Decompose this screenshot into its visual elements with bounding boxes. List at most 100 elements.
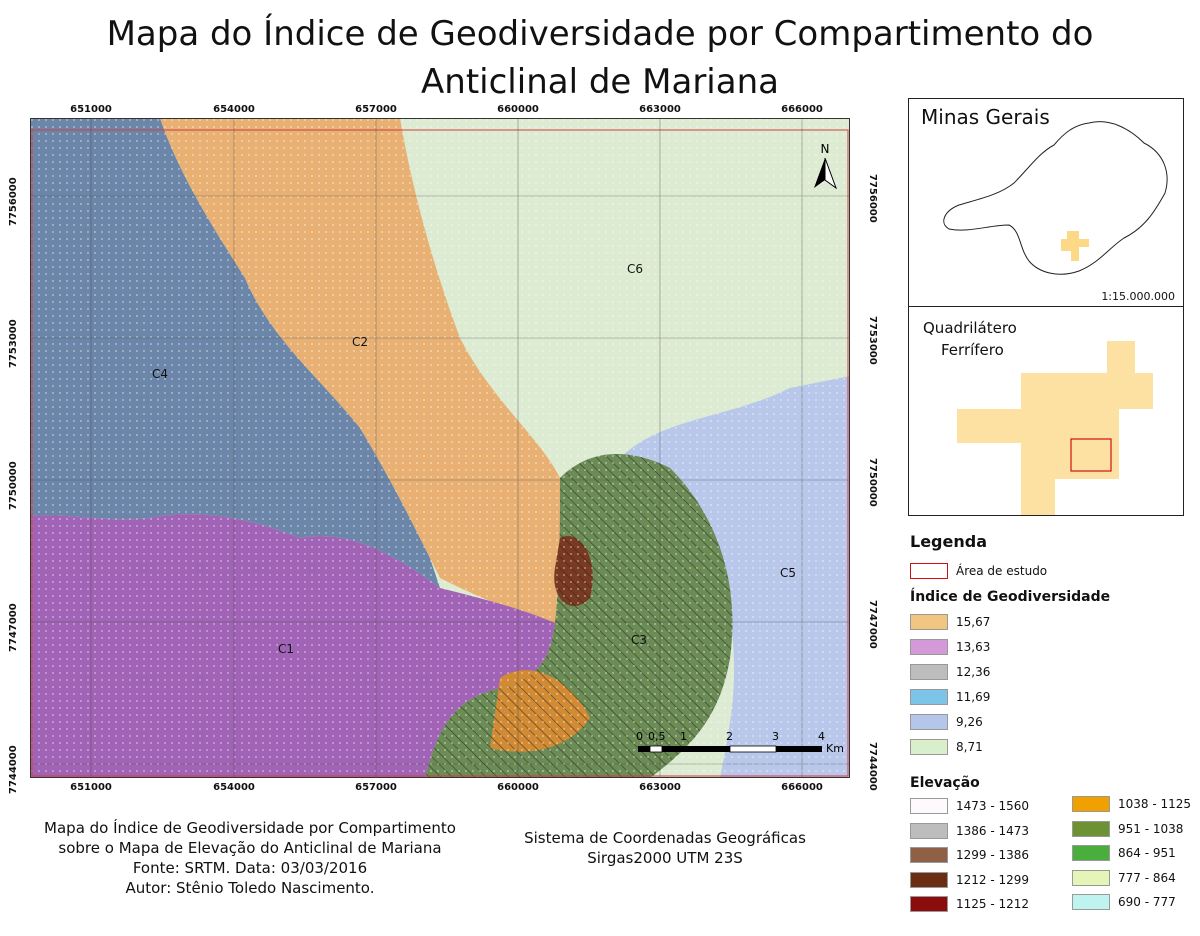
legend-elev-item: 1212 - 1299 <box>910 871 1030 888</box>
scale-mark-1: 1 <box>680 730 687 743</box>
legend-elev-item: 1038 - 1125 <box>1072 796 1191 812</box>
inset-quadrilatero-title-line2: Ferrífero <box>941 341 1004 359</box>
footer-left-line3: Fonte: SRTM. Data: 03/03/2016 <box>132 859 368 877</box>
x-tick-top-663000: 663000 <box>639 104 681 115</box>
legend-elev-item: 777 - 864 <box>1072 869 1176 886</box>
north-arrow-icon <box>814 157 838 190</box>
x-tick-top-660000: 660000 <box>497 104 539 115</box>
legend-elev-label: 1473 - 1560 <box>956 799 1030 813</box>
legend-elev-item: 1473 - 1560 <box>910 798 1029 814</box>
legend-elev-label: 1212 - 1299 <box>956 872 1030 887</box>
legend-elev-label: 1386 - 1473 <box>956 823 1030 838</box>
grid-lines <box>30 118 850 778</box>
x-tick-bottom-663000: 663000 <box>639 782 681 793</box>
inset-quadrilatero-title-line1: Quadrilátero <box>923 319 1017 337</box>
legend-geo-swatch <box>910 714 948 730</box>
inset-quadrilatero-title: Quadrilátero Ferrífero <box>923 317 1017 361</box>
scale-mark-3: 3 <box>772 730 779 743</box>
legend-elev-item: 690 - 777 <box>1072 894 1176 910</box>
legend-geo-item: 9,26 <box>910 714 983 730</box>
legend-elev-swatch <box>910 847 948 863</box>
x-tick-top-651000: 651000 <box>70 104 112 115</box>
legend-geo-label: 9,26 <box>956 715 983 729</box>
inset-minas-gerais: Minas Gerais 1:15.000.000 <box>908 98 1184 308</box>
region-label-c3: C3 <box>631 633 648 647</box>
legend-elev-label: 951 - 1038 <box>1118 821 1184 836</box>
legend-title: Legenda <box>910 532 987 551</box>
legend-geo-title: Índice de Geodiversidade <box>910 589 1111 605</box>
region-label-c2: C2 <box>352 335 369 349</box>
region-label-c6: C6 <box>627 262 644 276</box>
x-tick-bottom-666000: 666000 <box>781 782 823 793</box>
legend-geo-label: 12,36 <box>956 665 991 679</box>
y-tick-right-7756000: 7756000 <box>867 174 878 223</box>
footer-left-line1: Mapa do Índice de Geodiversidade por Com… <box>44 819 456 837</box>
study-area-swatch <box>910 563 948 579</box>
map-title-line2: Anticlinal de Mariana <box>421 62 779 102</box>
inset-minas-gerais-scale: 1:15.000.000 <box>1101 290 1175 303</box>
legend-geo-item: 8,71 <box>910 739 983 755</box>
legend-study-area-label: Área de estudo <box>956 564 1048 578</box>
legend-geo-swatch <box>910 689 948 705</box>
legend-study-area: Área de estudo <box>910 563 1047 579</box>
legend-elev-label: 777 - 864 <box>1118 870 1176 885</box>
legend-elev-swatch <box>910 798 948 814</box>
legend-elev-swatch <box>1072 894 1110 910</box>
legend-elev-swatch <box>1072 820 1110 837</box>
scale-mark-2: 2 <box>726 730 733 743</box>
legend-elev-swatch <box>910 822 948 839</box>
x-tick-bottom-660000: 660000 <box>497 782 539 793</box>
scale-mark-0-5: 0,5 <box>648 730 666 743</box>
legend-geo-swatch <box>910 739 948 755</box>
legend-geo-label: 15,67 <box>956 615 991 629</box>
legend-geo-item: 13,63 <box>910 639 990 655</box>
study-area-boundary <box>31 129 849 777</box>
y-tick-right-7750000: 7750000 <box>867 458 878 507</box>
legend-geo-swatch <box>910 639 948 655</box>
x-tick-top-666000: 666000 <box>781 104 823 115</box>
legend-elev-label: 1038 - 1125 <box>1118 797 1192 811</box>
x-tick-top-657000: 657000 <box>355 104 397 115</box>
y-tick-right-7747000: 7747000 <box>867 600 878 649</box>
legend-elev-swatch <box>1072 845 1110 861</box>
main-map: N 0 0,5 1 2 3 4 Km <box>30 118 850 778</box>
legend-elev-title: Elevação <box>910 775 980 791</box>
legend-elev-item: 951 - 1038 <box>1072 820 1184 837</box>
footer-right-line2: Sirgas2000 UTM 23S <box>587 849 743 867</box>
legend-elev-label: 1125 - 1212 <box>956 897 1030 911</box>
legend-elev-swatch <box>910 871 948 888</box>
y-tick-left-7744000: 7744000 <box>8 745 19 794</box>
minas-gerais-outline <box>943 121 1168 275</box>
legend-elev-swatch <box>1072 869 1110 886</box>
legend-geo-label: 8,71 <box>956 740 983 754</box>
y-tick-left-7756000: 7756000 <box>8 177 19 226</box>
region-label-c4: C4 <box>152 367 169 381</box>
scale-mark-4: 4 <box>818 730 825 743</box>
legend-elev-label: 864 - 951 <box>1118 846 1176 860</box>
quadrilatero-shape <box>957 341 1153 515</box>
scale-bar <box>638 745 822 753</box>
y-tick-left-7750000: 7750000 <box>8 461 19 510</box>
region-label-c5: C5 <box>780 566 797 580</box>
legend-elev-item: 864 - 951 <box>1072 845 1176 861</box>
map-frame <box>30 118 850 778</box>
footer-left: Mapa do Índice de Geodiversidade por Com… <box>20 818 480 898</box>
footer-right-line1: Sistema de Coordenadas Geográficas <box>524 829 806 847</box>
legend-geo-item: 15,67 <box>910 614 990 630</box>
footer-left-line4: Autor: Stênio Toledo Nascimento. <box>125 879 375 897</box>
legend-elev-swatch <box>1072 796 1110 812</box>
legend-geo-label: 11,69 <box>956 690 991 704</box>
x-tick-top-654000: 654000 <box>213 104 255 115</box>
legend-geo-swatch <box>910 614 948 630</box>
footer-left-line2: sobre o Mapa de Elevação do Anticlinal d… <box>58 839 442 857</box>
inset-quadrilatero: Quadrilátero Ferrífero <box>908 306 1184 516</box>
inset-minas-gerais-title: Minas Gerais <box>921 105 1050 129</box>
y-tick-right-7744000: 7744000 <box>867 742 878 791</box>
legend-geo-item: 11,69 <box>910 689 990 705</box>
region-label-c1: C1 <box>278 642 295 656</box>
x-tick-bottom-657000: 657000 <box>355 782 397 793</box>
inset-study-area <box>1070 438 1112 472</box>
y-tick-left-7747000: 7747000 <box>8 603 19 652</box>
legend-geo-label: 13,63 <box>956 640 991 654</box>
legend-elev-item: 1299 - 1386 <box>910 847 1029 863</box>
